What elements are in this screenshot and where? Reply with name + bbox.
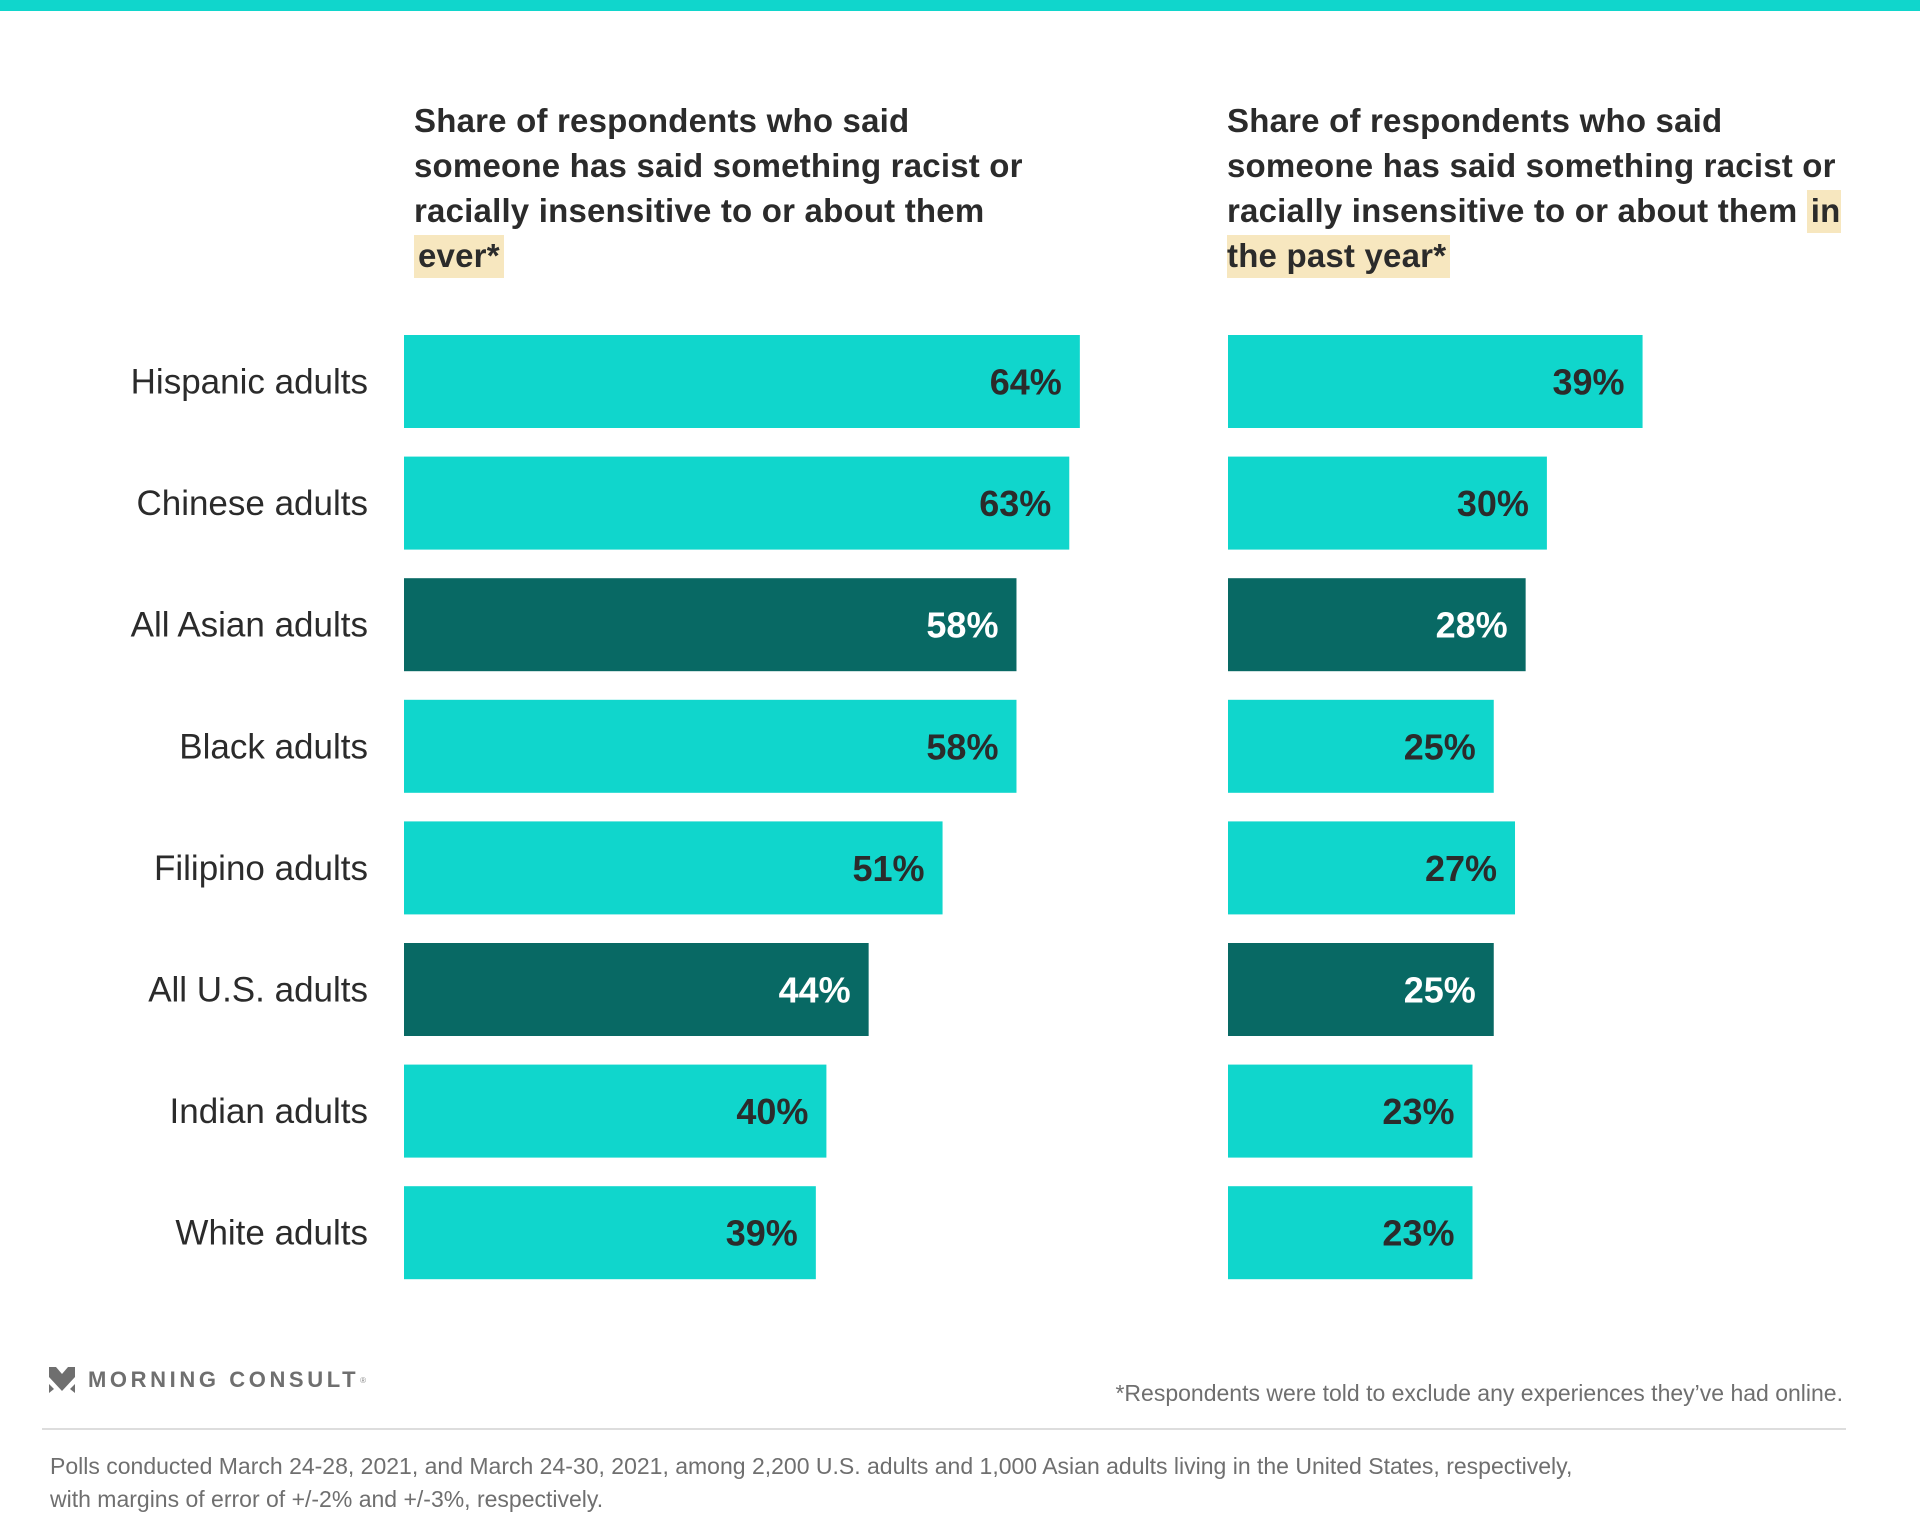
left-panel-title-highlight: ever*	[414, 235, 504, 278]
left-value-label: 63%	[979, 483, 1051, 524]
left-bar	[404, 821, 943, 915]
right-value-label: 30%	[1457, 483, 1529, 524]
brand-registered-mark: ®	[360, 1375, 367, 1385]
category-label: Indian adults	[170, 1092, 368, 1131]
right-value-label: 25%	[1404, 970, 1476, 1011]
right-bar	[1228, 821, 1516, 915]
left-value-label: 44%	[779, 970, 851, 1011]
category-label: All U.S. adults	[148, 971, 368, 1010]
left-value-label: 39%	[726, 1213, 798, 1254]
left-bar	[404, 1064, 827, 1158]
category-label: Hispanic adults	[131, 363, 368, 402]
morning-consult-logo: MORNING CONSULT ®	[49, 1366, 366, 1394]
left-bar	[404, 1186, 816, 1280]
right-panel-bars: 39% 30% 28% 25% 27% 25% 23% 23%	[1228, 335, 1643, 1280]
left-bar	[404, 456, 1070, 550]
left-value-label: 40%	[736, 1091, 808, 1132]
category-label: Filipino adults	[154, 849, 368, 888]
left-panel-title: Share of respondents who said someone ha…	[414, 98, 1034, 278]
brand-name: MORNING CONSULT	[88, 1367, 360, 1392]
left-value-label: 51%	[852, 848, 924, 889]
right-bar	[1228, 1064, 1473, 1158]
category-label: Chinese adults	[136, 484, 368, 523]
category-labels: Hispanic adults Chinese adults All Asian a…	[131, 363, 368, 1253]
left-bar	[404, 699, 1017, 793]
left-bar	[404, 335, 1080, 428]
right-value-label: 23%	[1382, 1091, 1454, 1132]
left-panel-title-text: Share of respondents who said someone ha…	[414, 102, 1023, 229]
morning-consult-chevron-icon	[49, 1367, 75, 1393]
right-bar	[1228, 335, 1643, 428]
methodology-line-2: with margins of error of +/-2% and +/-3%…	[50, 1486, 604, 1512]
left-value-label: 64%	[990, 362, 1062, 403]
right-value-label: 28%	[1436, 605, 1508, 646]
right-value-label: 23%	[1382, 1213, 1454, 1254]
right-value-label: 25%	[1404, 726, 1476, 767]
right-bar	[1228, 699, 1494, 793]
right-panel-title: Share of respondents who said someone ha…	[1227, 98, 1847, 278]
category-label: All Asian adults	[131, 606, 368, 645]
right-value-label: 27%	[1425, 848, 1497, 889]
left-panel-bars: 64% 63% 58% 58% 51% 44% 40% 39%	[404, 335, 1080, 1280]
left-bar	[404, 578, 1017, 672]
methodology-line-1: Polls conducted March 24-28, 2021, and M…	[50, 1453, 1573, 1479]
left-bar	[404, 943, 869, 1036]
category-label: White adults	[175, 1214, 368, 1253]
top-accent-band	[0, 0, 1920, 11]
right-bar	[1228, 456, 1547, 550]
category-label: Black adults	[179, 727, 368, 766]
footer-divider	[42, 1428, 1846, 1430]
methodology-notes: Polls conducted March 24-28, 2021, and M…	[50, 1450, 1850, 1516]
footnote: *Respondents were told to exclude any ex…	[1115, 1380, 1843, 1406]
right-bar	[1228, 1186, 1473, 1280]
left-value-label: 58%	[926, 605, 998, 646]
right-bar	[1228, 943, 1494, 1036]
left-value-label: 58%	[926, 726, 998, 767]
bar-chart: Hispanic adults Chinese adults All Asian a…	[131, 335, 1643, 1280]
right-panel-title-text: Share of respondents who said someone ha…	[1227, 102, 1836, 229]
right-value-label: 39%	[1553, 362, 1625, 403]
right-bar	[1228, 578, 1526, 672]
